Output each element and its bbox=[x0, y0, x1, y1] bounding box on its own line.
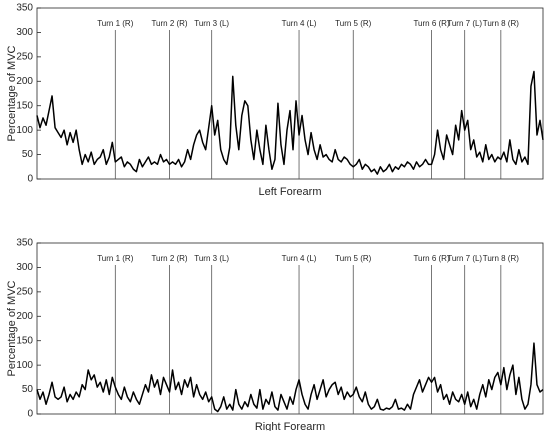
turn-label: Turn 2 (R) bbox=[151, 254, 187, 263]
y-tick-label: 100 bbox=[16, 125, 33, 136]
y-tick-label: 250 bbox=[16, 51, 33, 62]
y-tick-label: 0 bbox=[27, 409, 33, 420]
y-tick-label: 200 bbox=[16, 311, 33, 322]
y-axis-label: Percentage of MVC bbox=[6, 45, 18, 141]
y-tick-label: 200 bbox=[16, 76, 33, 87]
turn-label: Turn 5 (R) bbox=[335, 19, 371, 28]
turn-label: Turn 5 (R) bbox=[335, 254, 371, 263]
x-axis-label: Left Forearm bbox=[259, 186, 322, 198]
y-tick-label: 300 bbox=[16, 27, 33, 38]
turn-label: Turn 1 (R) bbox=[97, 19, 133, 28]
turn-label: Turn 1 (R) bbox=[97, 254, 133, 263]
turn-label: Turn 8 (R) bbox=[483, 19, 519, 28]
y-tick-label: 100 bbox=[16, 360, 33, 371]
turn-label: Turn 3 (L) bbox=[194, 254, 229, 263]
turn-label: Turn 7 (L) bbox=[447, 254, 482, 263]
y-tick-label: 250 bbox=[16, 286, 33, 297]
y-tick-label: 300 bbox=[16, 262, 33, 273]
y-tick-label: 150 bbox=[16, 335, 33, 346]
y-tick-label: 50 bbox=[22, 384, 34, 395]
y-tick-label: 50 bbox=[22, 149, 34, 160]
turn-label: Turn 6 (R) bbox=[413, 254, 449, 263]
x-axis-label: Right Forearm bbox=[255, 421, 325, 431]
turn-label: Turn 8 (R) bbox=[483, 254, 519, 263]
turn-label: Turn 6 (R) bbox=[413, 19, 449, 28]
turn-label: Turn 4 (L) bbox=[282, 254, 317, 263]
y-tick-label: 350 bbox=[16, 238, 33, 249]
y-axis-label: Percentage of MVC bbox=[6, 280, 18, 376]
turn-label: Turn 3 (L) bbox=[194, 19, 229, 28]
turn-label: Turn 2 (R) bbox=[151, 19, 187, 28]
y-tick-label: 350 bbox=[16, 3, 33, 14]
y-tick-label: 0 bbox=[27, 174, 33, 185]
plot-area bbox=[36, 242, 544, 415]
plot-area bbox=[36, 7, 544, 180]
turn-label: Turn 7 (L) bbox=[447, 19, 482, 28]
y-tick-label: 150 bbox=[16, 100, 33, 111]
data-line bbox=[36, 342, 544, 413]
turn-label: Turn 4 (L) bbox=[282, 19, 317, 28]
data-line bbox=[36, 70, 544, 175]
